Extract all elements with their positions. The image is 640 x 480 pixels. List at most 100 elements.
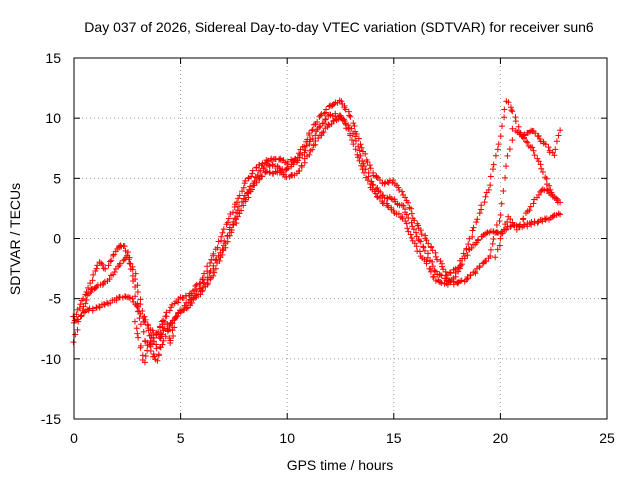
data-point (421, 247, 428, 254)
y-tick-label: -10 (41, 351, 61, 367)
data-point (141, 359, 148, 366)
data-point (381, 180, 388, 187)
data-point (494, 246, 501, 253)
data-point (254, 171, 261, 178)
data-point (133, 325, 140, 332)
data-point (420, 244, 427, 251)
data-point (487, 246, 494, 253)
data-point (358, 144, 365, 151)
data-point (345, 122, 352, 129)
data-point (485, 186, 492, 193)
data-point (233, 199, 240, 206)
data-point (495, 141, 502, 148)
data-point (464, 252, 471, 259)
data-point (555, 132, 562, 139)
axis-ticks: 0 5 10 15 20 25 -15 -10 -5 0 5 10 15 (41, 50, 615, 446)
y-axis-label: SDTVAR / TECUs (7, 183, 23, 295)
data-point (502, 174, 509, 181)
data-point (470, 224, 477, 231)
data-point (351, 123, 358, 130)
data-point (249, 167, 256, 174)
data-point (126, 260, 133, 267)
y-tick-label: 15 (45, 50, 61, 66)
data-point (447, 270, 454, 277)
data-point (140, 328, 147, 335)
data-point (129, 272, 136, 279)
y-tick-label: 0 (53, 231, 61, 247)
data-point (134, 330, 141, 337)
data-point (460, 250, 467, 257)
data-point (242, 177, 249, 184)
data-point (508, 107, 515, 114)
data-point (72, 331, 79, 338)
data-point (82, 300, 89, 307)
data-point (121, 243, 128, 250)
data-point (526, 128, 533, 135)
data-point (191, 286, 198, 293)
data-point (316, 124, 323, 131)
data-point (214, 244, 221, 251)
data-point (517, 221, 524, 228)
data-point (127, 294, 134, 301)
data-point (210, 272, 217, 279)
data-point (231, 215, 238, 222)
data-point (520, 222, 527, 229)
data-point (137, 301, 144, 308)
data-point (111, 268, 118, 275)
data-point (105, 262, 112, 269)
data-point (294, 154, 301, 161)
data-point (330, 117, 337, 124)
data-point (338, 98, 345, 105)
data-point (238, 198, 245, 205)
data-point (108, 257, 115, 264)
data-point (234, 207, 241, 214)
data-point (490, 236, 497, 243)
data-point (553, 195, 560, 202)
data-point (429, 258, 436, 265)
data-point (192, 282, 199, 289)
data-point (207, 259, 214, 266)
data-point (295, 150, 302, 157)
data-point (493, 222, 500, 229)
data-point (524, 139, 531, 146)
data-point (507, 223, 514, 230)
data-point (546, 182, 553, 189)
data-point (410, 226, 417, 233)
data-point (99, 261, 106, 268)
data-point (264, 158, 271, 165)
data-point (301, 143, 308, 150)
data-point (553, 138, 560, 145)
data-point (475, 236, 482, 243)
data-point (197, 291, 204, 298)
data-point (259, 160, 266, 167)
data-point (77, 301, 84, 308)
data-point (427, 244, 434, 251)
data-point (135, 334, 142, 341)
data-point (110, 251, 117, 258)
data-point (464, 273, 471, 280)
data-point (142, 316, 149, 323)
data-point (534, 219, 541, 226)
data-point (302, 147, 309, 154)
data-point (154, 357, 161, 364)
data-point (450, 281, 457, 288)
data-point (130, 277, 137, 284)
data-point (526, 207, 533, 214)
data-point (347, 113, 354, 120)
data-point (236, 192, 243, 199)
chart-title: Day 037 of 2026, Sidereal Day-to-day VTE… (84, 19, 594, 35)
data-point (370, 172, 377, 179)
data-point (357, 141, 364, 148)
data-point (439, 263, 446, 270)
data-point (492, 152, 499, 159)
data-point (355, 135, 362, 142)
x-axis-label: GPS time / hours (287, 457, 394, 473)
data-point (153, 332, 160, 339)
data-point (446, 269, 453, 276)
data-point (537, 161, 544, 168)
data-point (469, 227, 476, 234)
data-point (425, 240, 432, 247)
data-point (153, 341, 160, 348)
data-point (326, 103, 333, 110)
data-point (256, 176, 263, 183)
